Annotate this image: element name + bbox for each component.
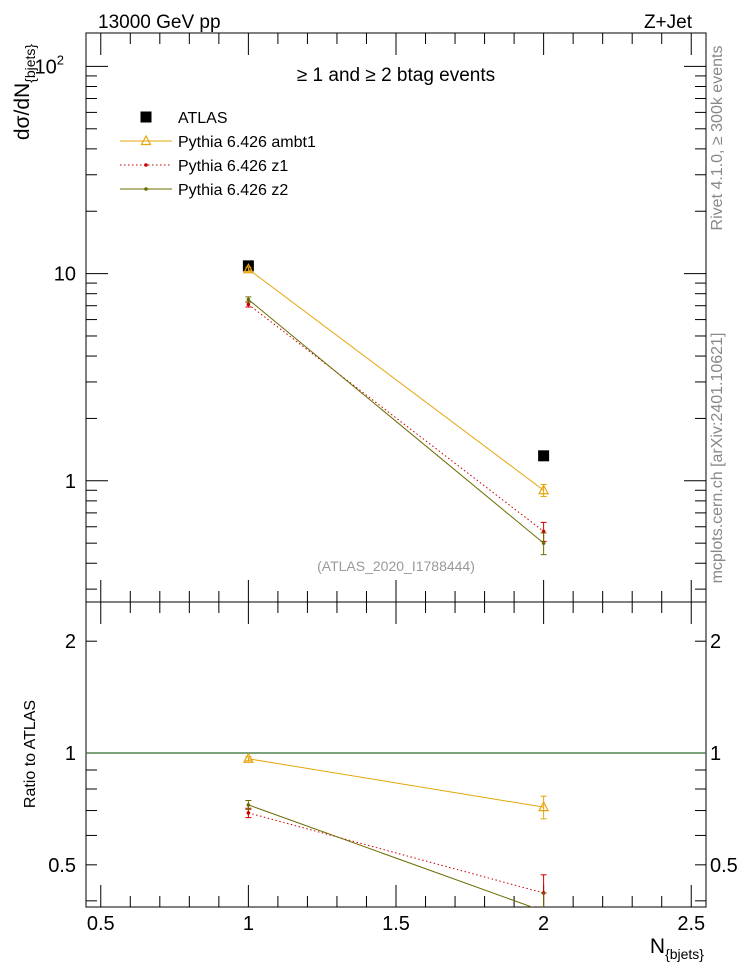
legend-pythia-6-426-ambt1-marker — [140, 134, 152, 146]
main-panel: 1 10 102 ≥ 1 and ≥ 2 btag events (ATLAS_20… — [11, 32, 707, 603]
legend: ATLAS Pythia 6.426 ambt1 Pythia 6.426 z1 Py… — [120, 110, 316, 199]
mcplots-label: mcplots.cern.ch [arXiv:2401.10621] — [709, 333, 726, 584]
ratio-y-tick-label-right: 2 — [710, 631, 721, 653]
ratio-series — [86, 752, 706, 907]
ratio-pythia-6-426-z1-line — [248, 812, 544, 894]
main-pythia-6-426-z1-line — [248, 304, 544, 532]
main-y-tick-label: 1 — [65, 471, 76, 493]
main-ylabel-sub: {bjets} — [22, 44, 38, 83]
legend-pythia-6-426-z1-marker — [144, 163, 148, 167]
ratio-y-tick-label: 1 — [65, 743, 76, 765]
main-pythia-6-426-z1-point — [246, 302, 251, 307]
svg-text:dσ/dN{bjets}: dσ/dN{bjets} — [11, 44, 38, 141]
ratio-frame — [85, 601, 707, 908]
main-x-ticks — [100, 33, 692, 602]
main-pythia-6-426-ambt1-point — [242, 262, 254, 274]
ratio-xlabel-sub: {bjets} — [665, 946, 704, 962]
legend-atlas-marker — [140, 111, 152, 123]
ratio-y-tick-label-right: 0.5 — [710, 855, 738, 877]
legend-pythia-6-426-z2-label: Pythia 6.426 z2 — [178, 182, 288, 199]
legend-pythia-6-426-ambt1-label: Pythia 6.426 ambt1 — [178, 134, 316, 151]
rivet-label: Rivet 4.1.0, ≥ 300k events — [709, 46, 726, 231]
ratio-pythia-6-426-ambt1-point — [538, 800, 550, 812]
ratio-ylabel: Ratio to ATLAS — [22, 700, 39, 808]
main-pythia-6-426-z2-line — [248, 299, 544, 544]
x-tick-label: 0.5 — [87, 913, 115, 935]
x-tick-label: 1.5 — [382, 913, 410, 935]
x-tick-label: 2.5 — [677, 913, 705, 935]
legend-atlas-label: ATLAS — [178, 110, 228, 127]
ratio-y-tick-label-right: 1 — [710, 743, 721, 765]
ratio-pythia-6-426-z2-line — [248, 804, 534, 907]
ratio-pythia-6-426-z2-point — [246, 803, 251, 807]
ratio-pythia-6-426-ambt1-line — [248, 758, 544, 808]
main-pythia-6-426-z2-point — [541, 541, 546, 545]
main-series — [242, 260, 550, 556]
main-ylabel: dσ/dN{bjets} — [11, 44, 38, 141]
ratio-pythia-6-426-ambt1-point — [242, 752, 254, 763]
main-pythia-6-426-ambt1-line — [248, 268, 544, 491]
ratio-panel: 0.5 0.5 1 1 2 2 0.5 1 1.5 2 2.5 Ratio to ATLAS N{… — [22, 601, 738, 962]
main-pythia-6-426-z1-point — [541, 529, 546, 534]
x-tick-label: 2 — [538, 913, 549, 935]
ratio-y-tick-label: 2 — [65, 631, 76, 653]
header-left: 13000 GeV pp — [98, 12, 221, 33]
main-pythia-6-426-z2-point — [246, 297, 251, 302]
main-pythia-6-426-ambt1-point — [538, 483, 550, 495]
legend-pythia-6-426-z2-marker — [144, 187, 148, 191]
main-y-tick-label: 10 — [54, 264, 76, 286]
ratio-y-tick-label: 0.5 — [48, 855, 76, 877]
main-y-tick-exponent: 2 — [57, 52, 64, 67]
chart-title: ≥ 1 and ≥ 2 btag events — [297, 65, 495, 86]
main-y-ticks: 1 10 102 — [35, 52, 706, 590]
x-tick-label: 1 — [243, 913, 254, 935]
ratio-xlabel: N{bjets} — [650, 935, 704, 962]
watermark: (ATLAS_2020_I1788444) — [317, 558, 475, 574]
ratio-x-ticks: 0.5 1 1.5 2 2.5 — [87, 602, 705, 935]
main-y-tick-label: 102 — [35, 52, 64, 78]
header-right: Z+Jet — [644, 12, 693, 33]
ratio-pythia-6-426-z1-point — [246, 811, 251, 815]
main-ylabel-main: dσ/dN — [11, 83, 34, 140]
main-atlas-point — [538, 450, 550, 462]
legend-pythia-6-426-z1-label: Pythia 6.426 z1 — [178, 158, 288, 175]
ratio-y-ticks: 0.5 0.5 1 1 2 2 — [48, 631, 738, 902]
ratio-xlabel-main: N — [650, 935, 665, 958]
main-atlas-point — [242, 260, 254, 272]
